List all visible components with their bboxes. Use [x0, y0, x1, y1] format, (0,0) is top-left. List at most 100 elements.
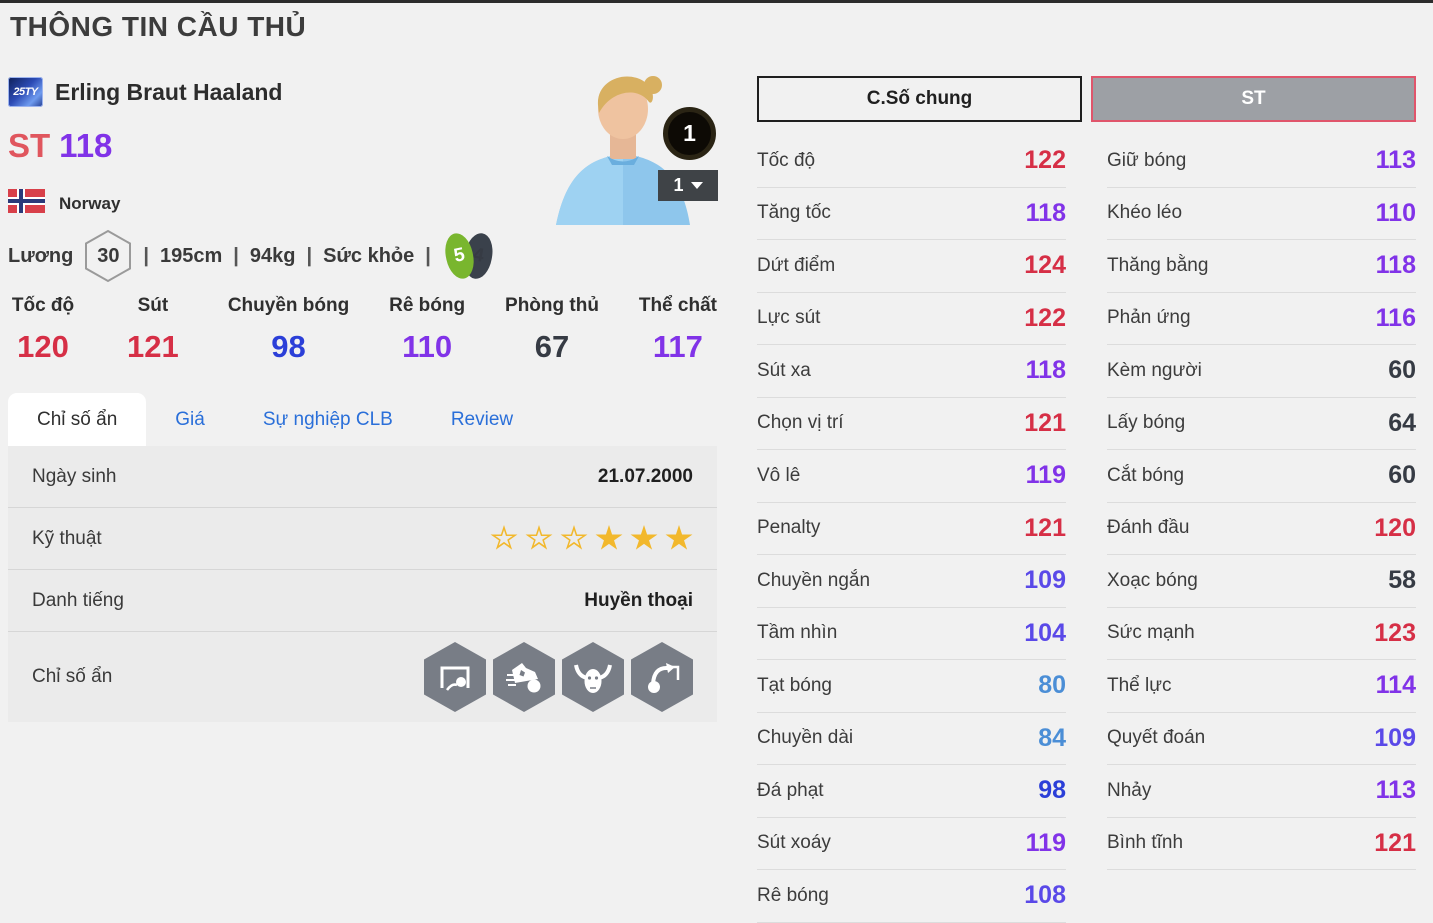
norway-flag-icon [8, 189, 45, 218]
stat-label: Sức mạnh [1107, 622, 1195, 644]
stat-label: Dứt điểm [757, 254, 836, 276]
stat-value: 122 [1024, 303, 1066, 332]
birthdate-label: Ngày sinh [32, 465, 117, 487]
hidden-info-table: Ngày sinh 21.07.2000 Kỹ thuật Danh tiếng… [8, 446, 717, 722]
stat-row: Tốc độ 122 [757, 135, 1066, 188]
stat-row: Tăng tốc 118 [757, 188, 1066, 240]
stat-label: Sút xa [757, 359, 811, 381]
stat-value: 123 [1374, 618, 1416, 647]
player-nation: Norway [8, 189, 120, 218]
main-stat-label: Sút [137, 295, 169, 316]
stat-row: Bình tĩnh 121 [1107, 818, 1416, 870]
tab-label: Sự nghiệp CLB [262, 408, 393, 430]
stat-row: Quyết đoán 109 [1107, 713, 1416, 765]
stat-label: Cắt bóng [1107, 464, 1185, 486]
main-stat-value: 117 [652, 329, 703, 364]
star-icon [630, 525, 658, 552]
stat-value: 60 [1388, 356, 1416, 385]
separator: | [306, 244, 313, 267]
detail-column-right: Giữ bóng 113 Khéo léo 110 Thăng bằng 118 [1107, 135, 1416, 923]
main-stat: Phòng thủ 67 [505, 295, 599, 365]
copies-dropdown-value: 1 [673, 175, 684, 195]
stat-label: Sút xoáy [757, 832, 831, 854]
reputation-value: Huyền thoại [584, 589, 693, 611]
main-stat-value: 120 [17, 329, 69, 364]
stat-row: Tạt bóng 80 [757, 660, 1066, 713]
star-icon [595, 525, 623, 552]
main-stat: Chuyền bóng 98 [228, 295, 349, 365]
reputation-label: Danh tiếng [32, 589, 124, 611]
stat-label: Đá phạt [757, 779, 824, 801]
speed-boot-icon [493, 642, 555, 712]
reputation-row: Danh tiếng Huyền thoại [8, 570, 717, 632]
player-header: 25TY Erling Braut Haaland [8, 77, 282, 107]
stat-label: Khéo léo [1107, 202, 1183, 224]
stat-value: 119 [1025, 828, 1066, 857]
tab[interactable]: Chỉ số ẩn [8, 393, 147, 446]
main-stats-row: Tốc độ 120 Sút 121 Chuyền bóng 98 Rê bón… [8, 295, 717, 365]
star-icon [560, 525, 588, 552]
position-stats-button[interactable]: ST [1091, 76, 1416, 122]
main-stat-label: Phòng thủ [505, 295, 599, 316]
stat-value: 114 [1375, 671, 1416, 700]
salary-label: Lương [8, 244, 74, 267]
tab[interactable]: Review [422, 393, 542, 446]
stat-label: Tăng tốc [757, 202, 831, 224]
stat-row: Giữ bóng 113 [1107, 135, 1416, 188]
stat-value: 116 [1375, 303, 1416, 332]
main-stat: Thể chất 117 [639, 295, 717, 365]
stat-label: Bình tĩnh [1107, 832, 1184, 854]
stat-value: 108 [1024, 881, 1066, 910]
health-label: Sức khỏe [323, 244, 415, 267]
stat-label: Chuyền ngắn [757, 569, 871, 591]
stat-label: Phản ứng [1107, 307, 1191, 329]
stat-label: Quyết đoán [1107, 727, 1206, 749]
stat-value: 121 [1024, 513, 1066, 542]
main-stat-value: 67 [534, 329, 570, 364]
stat-row: Khéo léo 110 [1107, 188, 1416, 240]
stat-value: 121 [1024, 408, 1066, 437]
stat-row: Phản ứng 116 [1107, 293, 1416, 345]
birthdate-row: Ngày sinh 21.07.2000 [8, 446, 717, 508]
skill-moves-row: Kỹ thuật [8, 508, 717, 570]
tab-bar: Chỉ số ẩn Giá Sự nghiệp CLB Review [8, 393, 542, 446]
stat-label: Vô lê [757, 464, 801, 486]
stat-value: 80 [1038, 671, 1066, 700]
stat-value: 124 [1024, 251, 1066, 280]
player-photo-image [556, 76, 690, 225]
main-stat-value: 98 [271, 329, 306, 364]
stat-label: Giữ bóng [1107, 149, 1187, 171]
skill-moves-label: Kỹ thuật [32, 527, 102, 549]
stat-value: 64 [1388, 408, 1416, 437]
stat-label: Nhảy [1107, 779, 1152, 801]
tab-label: Chỉ số ẩn [37, 408, 118, 430]
stat-row: Thể lực 114 [1107, 660, 1416, 713]
stat-row: Tầm nhìn 104 [757, 608, 1066, 660]
season-badge: 25TY [8, 77, 43, 107]
stat-value: 109 [1374, 723, 1416, 752]
chevron-down-icon [690, 182, 703, 189]
stat-label: Thăng bằng [1107, 254, 1209, 276]
stat-value: 113 [1375, 776, 1416, 805]
tab-label: Review [450, 408, 514, 430]
tab[interactable]: Giá [146, 393, 234, 446]
stat-value: 98 [1038, 776, 1066, 805]
stat-row: Nhảy 113 [1107, 765, 1416, 818]
player-rating: ST 118 [8, 127, 112, 165]
stat-label: Chọn vị trí [757, 412, 844, 434]
stat-value: 122 [1024, 146, 1066, 175]
player-overall: 118 [59, 127, 113, 164]
stat-value: 60 [1388, 461, 1416, 490]
copies-dropdown[interactable]: 1 [658, 170, 718, 201]
stat-label: Thể lực [1107, 674, 1172, 696]
general-stats-button[interactable]: C.Số chung [757, 76, 1082, 122]
player-photo: 1 1 [528, 59, 718, 225]
stat-row: Thăng bằng 118 [1107, 240, 1416, 293]
stat-row: Chuyền ngắn 109 [757, 555, 1066, 608]
stat-value: 119 [1025, 461, 1066, 490]
main-stat-label: Chuyền bóng [227, 295, 350, 316]
nation-label: Norway [59, 193, 121, 213]
main-stat-label: Thể chất [638, 295, 717, 316]
tab[interactable]: Sự nghiệp CLB [234, 393, 422, 446]
